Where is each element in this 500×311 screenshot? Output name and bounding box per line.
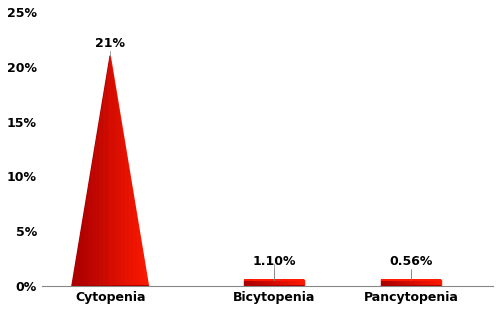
Polygon shape	[401, 280, 405, 286]
Polygon shape	[385, 280, 389, 286]
Polygon shape	[87, 171, 91, 286]
Polygon shape	[292, 280, 296, 286]
Ellipse shape	[63, 289, 162, 290]
Polygon shape	[272, 280, 276, 286]
Text: 21%: 21%	[95, 37, 125, 50]
Polygon shape	[110, 56, 148, 286]
Polygon shape	[413, 280, 417, 286]
Polygon shape	[274, 280, 304, 286]
Polygon shape	[288, 280, 292, 286]
Polygon shape	[144, 263, 148, 286]
Polygon shape	[268, 280, 272, 286]
Polygon shape	[284, 280, 288, 286]
Polygon shape	[397, 280, 401, 286]
Ellipse shape	[374, 287, 453, 288]
Polygon shape	[102, 79, 106, 286]
Polygon shape	[141, 240, 144, 286]
Text: 0.56%: 0.56%	[390, 255, 432, 268]
Polygon shape	[260, 280, 264, 286]
Polygon shape	[72, 263, 76, 286]
Polygon shape	[244, 280, 274, 286]
Polygon shape	[300, 280, 304, 286]
Ellipse shape	[381, 280, 441, 281]
Text: 1.10%: 1.10%	[252, 255, 296, 268]
Polygon shape	[118, 102, 122, 286]
Polygon shape	[389, 280, 393, 286]
Polygon shape	[296, 280, 300, 286]
Polygon shape	[409, 280, 413, 286]
Polygon shape	[110, 56, 114, 286]
Polygon shape	[133, 194, 137, 286]
Polygon shape	[381, 280, 385, 286]
Polygon shape	[130, 171, 133, 286]
Polygon shape	[98, 102, 102, 286]
Polygon shape	[114, 79, 118, 286]
Polygon shape	[84, 194, 87, 286]
Polygon shape	[411, 280, 441, 286]
Polygon shape	[137, 217, 141, 286]
Polygon shape	[248, 280, 252, 286]
Polygon shape	[276, 280, 280, 286]
Polygon shape	[381, 280, 411, 286]
Ellipse shape	[244, 280, 304, 281]
Polygon shape	[280, 280, 284, 286]
Polygon shape	[91, 148, 95, 286]
Polygon shape	[405, 280, 409, 286]
Polygon shape	[122, 125, 126, 286]
Polygon shape	[256, 280, 260, 286]
Polygon shape	[126, 148, 130, 286]
Ellipse shape	[238, 287, 316, 288]
Polygon shape	[76, 240, 80, 286]
Polygon shape	[433, 280, 437, 286]
Polygon shape	[72, 56, 110, 286]
Polygon shape	[421, 280, 425, 286]
Polygon shape	[429, 280, 433, 286]
Polygon shape	[425, 280, 429, 286]
Polygon shape	[106, 56, 110, 286]
Polygon shape	[244, 280, 248, 286]
Polygon shape	[417, 280, 421, 286]
Polygon shape	[437, 280, 441, 286]
Polygon shape	[264, 280, 268, 286]
Polygon shape	[252, 280, 256, 286]
Polygon shape	[393, 280, 397, 286]
Polygon shape	[80, 217, 84, 286]
Polygon shape	[95, 125, 98, 286]
